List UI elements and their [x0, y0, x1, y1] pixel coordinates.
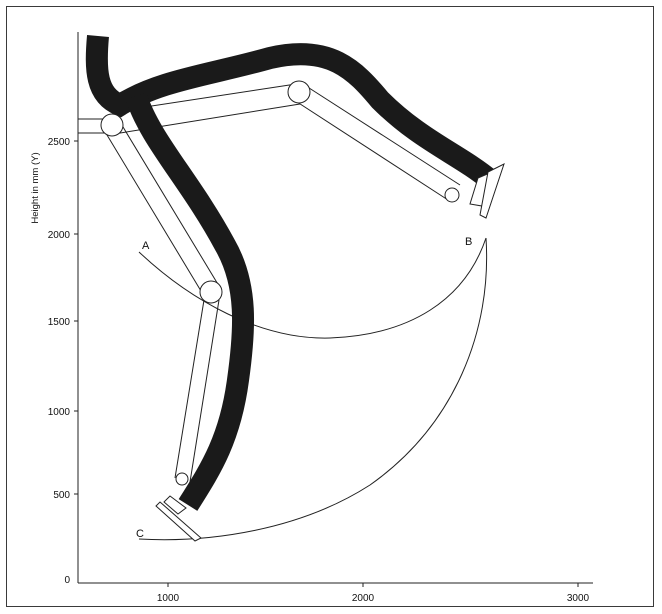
hood-b: [469, 163, 505, 219]
joint-wrist-b: [444, 187, 460, 203]
point-label-b: B: [465, 236, 472, 248]
reach-arc-b-c: [138, 237, 488, 541]
y-tick-label: 1500: [48, 317, 71, 328]
extraction-hose: [85, 35, 498, 189]
y-tick-label: 1000: [48, 407, 71, 418]
y-tick-label: 2500: [48, 137, 71, 148]
joint-mount: [100, 113, 124, 137]
x-tick-label: 1000: [157, 593, 180, 604]
lower-arm-upper-segment: [103, 121, 220, 297]
y-tick-label: 500: [53, 490, 70, 501]
joint-wrist-c: [175, 472, 189, 486]
point-label-c: C: [136, 528, 144, 540]
reach-arc-a-b: [138, 237, 487, 339]
joint-elbow-b: [287, 80, 311, 104]
point-label-a: A: [142, 240, 150, 252]
x-tick-label: 3000: [567, 593, 590, 604]
y-tick-label: 2000: [48, 230, 71, 241]
lower-arm-lower-segment: [174, 299, 220, 483]
arm-segment-b: [293, 85, 461, 201]
hood-c: [155, 495, 202, 542]
y-tick-label: 0: [64, 575, 70, 586]
x-tick-label: 2000: [352, 593, 375, 604]
joint-elbow-c: [199, 280, 223, 304]
extraction-hose-down: [125, 92, 255, 511]
y-axis-label: Height in mm (Y): [30, 152, 41, 223]
